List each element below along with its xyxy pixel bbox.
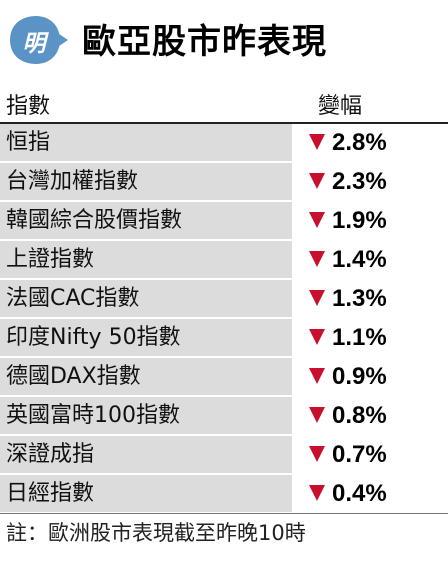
page-title: 歐亞股市昨表現 <box>82 22 327 62</box>
footnote: 註：歐洲股市表現截至昨晚10時 <box>6 521 306 545</box>
index-name: 深證成指 <box>0 436 292 473</box>
down-arrow-icon <box>309 290 325 306</box>
table-row: 印度Nifty 50指數 1.1% <box>0 319 448 356</box>
down-arrow-icon <box>309 329 325 345</box>
table-row: 恒指 2.8% <box>0 124 448 161</box>
down-arrow-icon <box>309 407 325 423</box>
index-name: 英國富時100指數 <box>0 397 292 434</box>
change-value: 0.4% <box>332 480 387 507</box>
down-arrow-icon <box>309 368 325 384</box>
index-name: 上證指數 <box>0 241 292 278</box>
ming-pao-logo: 明 <box>4 12 70 68</box>
change-value: 0.8% <box>332 402 387 429</box>
change-cell: 2.3% <box>294 163 448 200</box>
table-row: 英國富時100指數 0.8% <box>0 397 448 434</box>
change-value: 1.3% <box>332 285 387 312</box>
table-row: 日經指數 0.4% <box>0 475 448 512</box>
change-cell: 1.3% <box>294 280 448 317</box>
change-cell: 0.8% <box>294 397 448 434</box>
change-value: 2.8% <box>332 129 387 156</box>
down-arrow-icon <box>309 134 325 150</box>
change-cell: 1.9% <box>294 202 448 239</box>
change-value: 1.9% <box>332 207 387 234</box>
column-header-change: 變幅 <box>318 94 363 119</box>
change-cell: 0.7% <box>294 436 448 473</box>
logo-badge-icon <box>10 16 68 64</box>
change-value: 1.1% <box>332 324 387 351</box>
index-name: 韓國綜合股價指數 <box>0 202 292 239</box>
table-row: 深證成指 0.7% <box>0 436 448 473</box>
change-value: 2.3% <box>332 168 387 195</box>
table-row: 台灣加權指數 2.3% <box>0 163 448 200</box>
index-name: 台灣加權指數 <box>0 163 292 200</box>
index-name: 法國CAC指數 <box>0 280 292 317</box>
column-header-index: 指數 <box>6 94 51 119</box>
index-name: 印度Nifty 50指數 <box>0 319 292 356</box>
down-arrow-icon <box>309 251 325 267</box>
logo-character: 明 <box>22 30 46 57</box>
change-value: 0.9% <box>332 363 387 390</box>
down-arrow-icon <box>309 212 325 228</box>
column-header-row: 指數 變幅 <box>0 86 448 124</box>
change-cell: 0.4% <box>294 475 448 512</box>
table-row: 德國DAX指數 0.9% <box>0 358 448 395</box>
header: 明 歐亞股市昨表現 <box>0 0 448 84</box>
index-table: 恒指 2.8% 台灣加權指數 2.3% 韓國綜合股價指數 1.9% 上證指數 1.4% 法國CA… <box>0 124 448 514</box>
change-value: 0.7% <box>332 441 387 468</box>
table-row: 上證指數 1.4% <box>0 241 448 278</box>
down-arrow-icon <box>309 485 325 501</box>
down-arrow-icon <box>309 173 325 189</box>
change-cell: 1.1% <box>294 319 448 356</box>
change-cell: 0.9% <box>294 358 448 395</box>
index-name: 恒指 <box>0 124 292 161</box>
table-row: 法國CAC指數 1.3% <box>0 280 448 317</box>
index-name: 日經指數 <box>0 475 292 512</box>
table-row: 韓國綜合股價指數 1.9% <box>0 202 448 239</box>
down-arrow-icon <box>309 446 325 462</box>
change-cell: 2.8% <box>294 124 448 161</box>
index-name: 德國DAX指數 <box>0 358 292 395</box>
change-cell: 1.4% <box>294 241 448 278</box>
change-value: 1.4% <box>332 246 387 273</box>
footnote-divider <box>0 513 448 514</box>
